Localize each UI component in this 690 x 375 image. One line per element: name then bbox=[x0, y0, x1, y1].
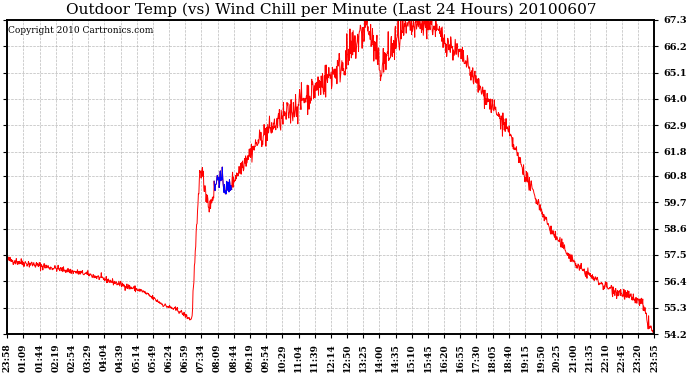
Text: Copyright 2010 Cartronics.com: Copyright 2010 Cartronics.com bbox=[8, 26, 153, 35]
Title: Outdoor Temp (vs) Wind Chill per Minute (Last 24 Hours) 20100607: Outdoor Temp (vs) Wind Chill per Minute … bbox=[66, 3, 596, 17]
